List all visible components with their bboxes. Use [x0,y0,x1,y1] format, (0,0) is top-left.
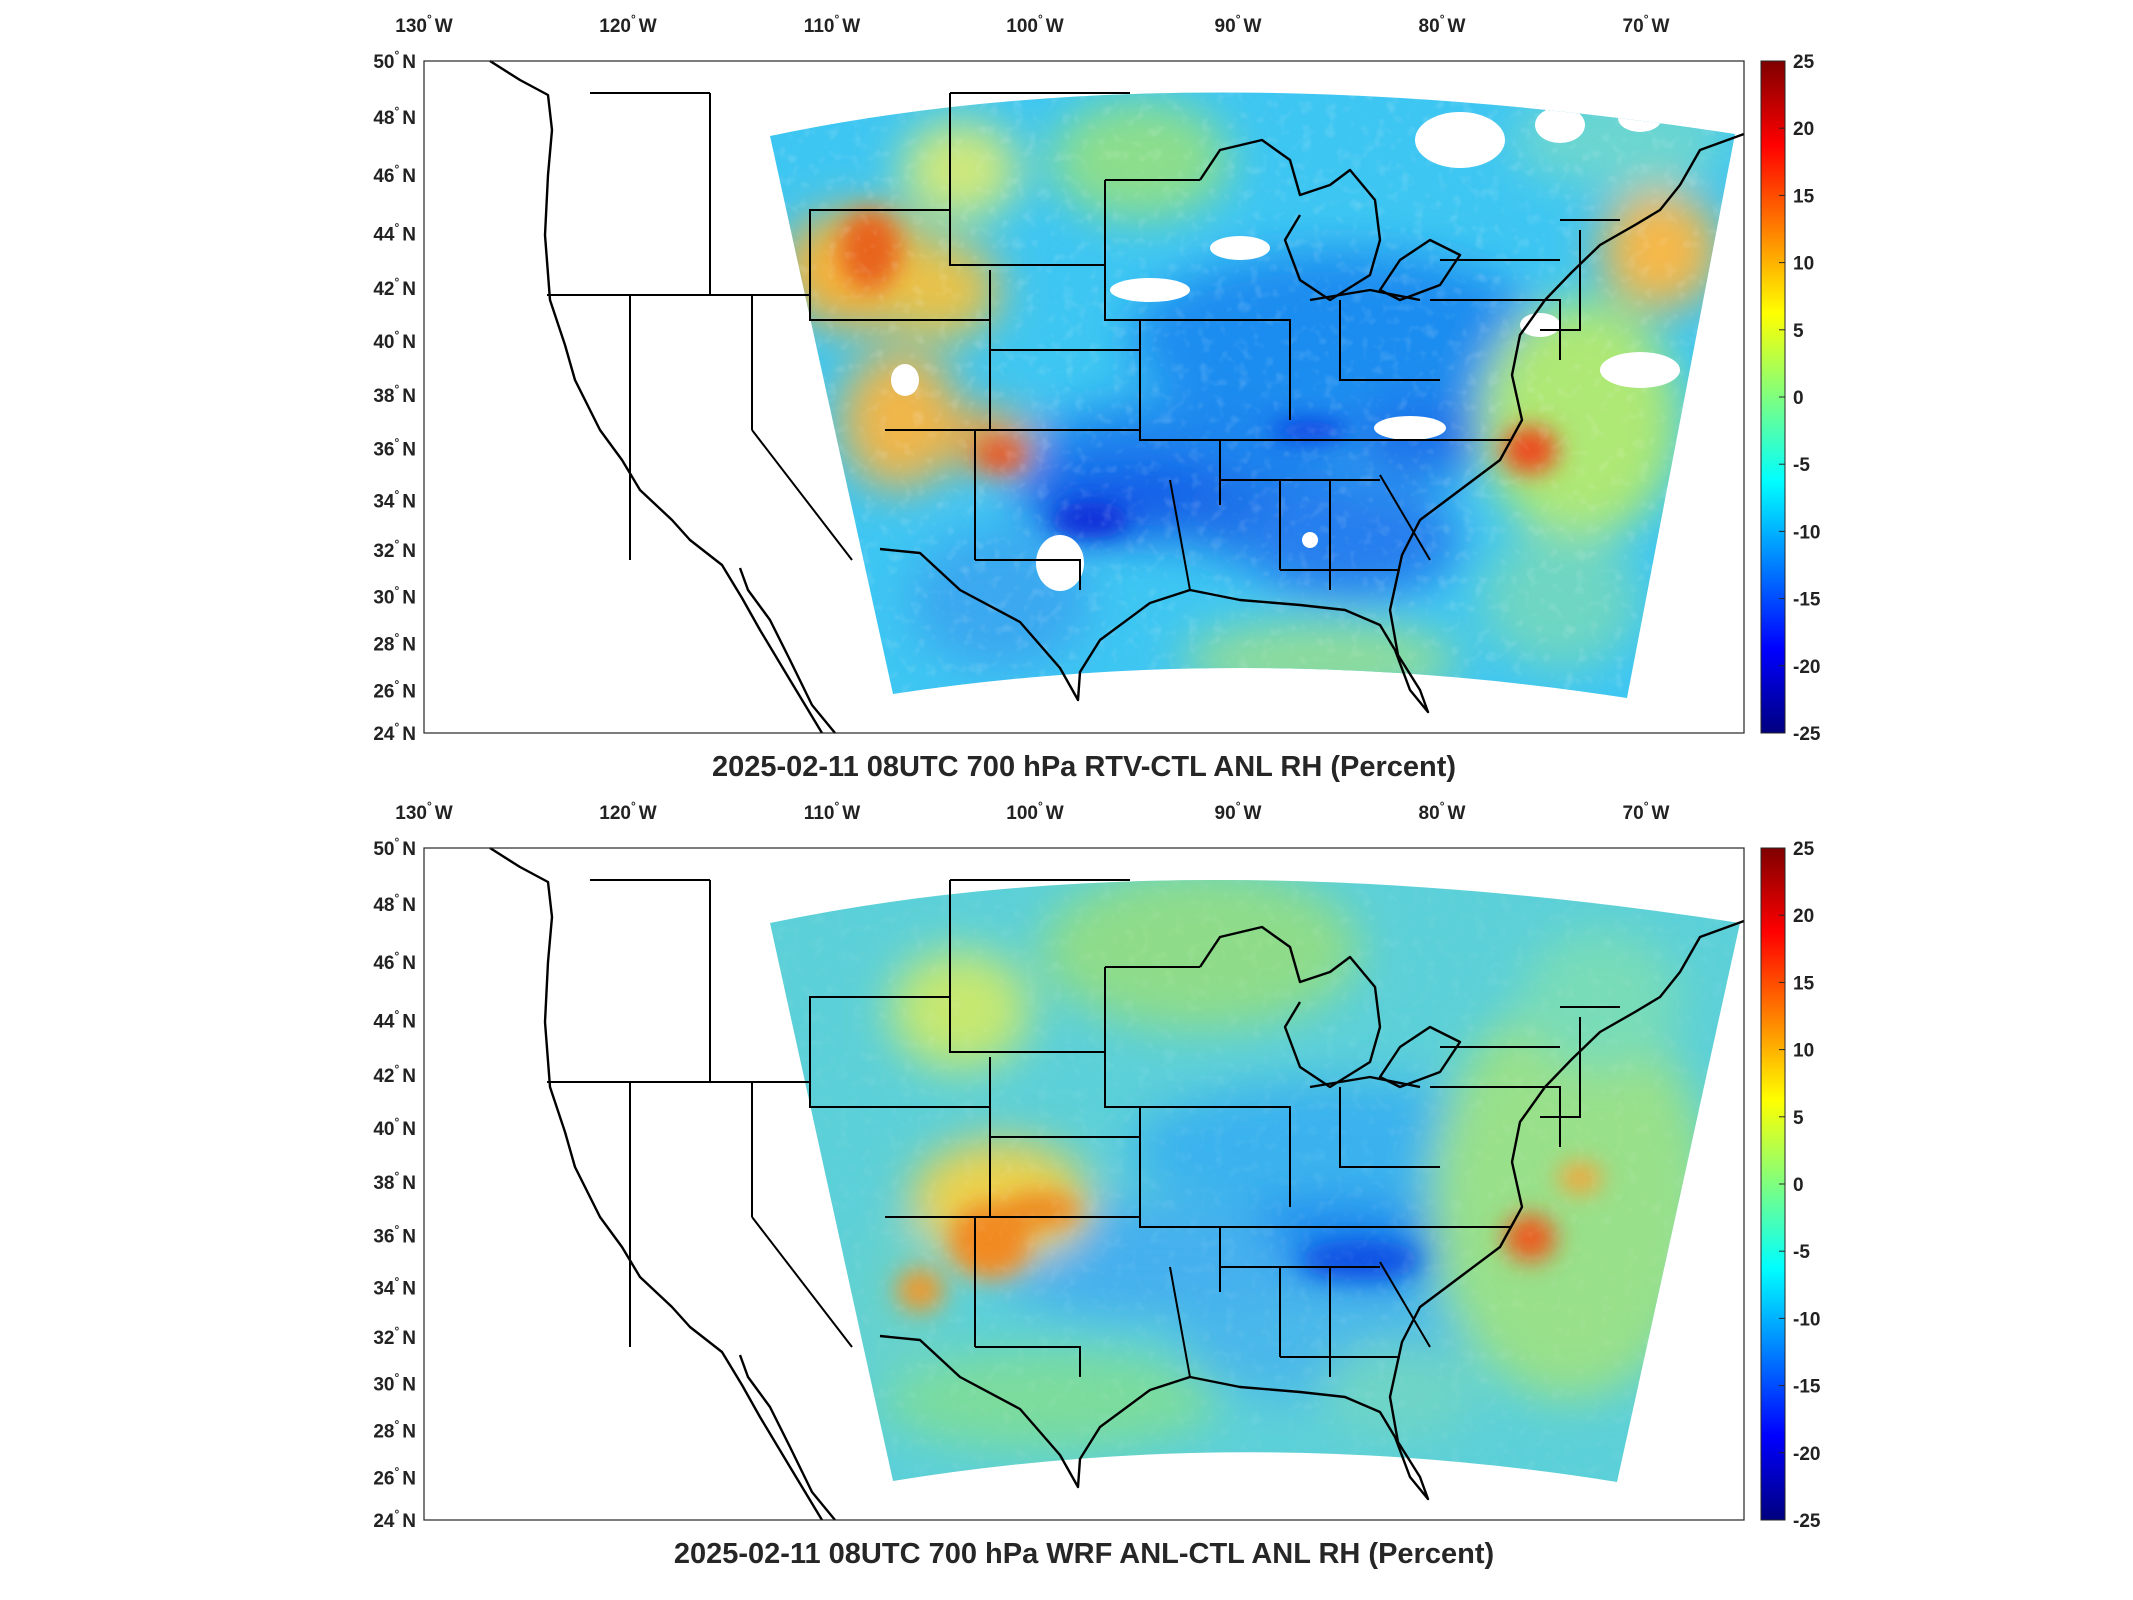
top-y-tick-label: 40° N [373,328,416,353]
top-colorbar: 25 20 15 10 5 0 -5 -10 -15 -20 -25 [1760,52,1821,745]
top-y-tick-label: 46° N [373,162,416,187]
top-y-tick-label: 42° N [373,275,416,300]
bottom-y-tick-label: 30° N [373,1371,416,1396]
bottom-map-outlines [489,846,1745,1521]
bottom-y-tick-label: 24° N [373,1507,416,1532]
bottom-colorbar-tick-label: -20 [1793,1444,1820,1465]
bottom-colorbar-tick-label: 0 [1793,1175,1804,1196]
bottom-x-ticks: 130° W 120° W 110° W 100° W 90° W 80° W 70° W [395,799,1669,824]
bottom-y-tick-label: 38° N [373,1169,416,1194]
bottom-colorbar-tick-label: -25 [1793,1511,1821,1532]
bottom-colorbar-tick-label: 15 [1793,973,1815,994]
bottom-y-tick-label: 50° N [373,835,416,860]
top-y-tick-label: 28° N [373,631,416,656]
top-y-tick-label: 24° N [373,720,416,745]
top-y-ticks: 24° N 26° N 28° N 30° N 32° N 34° N 36° N 38° N 40° N 42° N… [373,48,416,745]
top-colorbar-tick-label: 0 [1793,388,1804,409]
top-y-tick-label: 44° N [373,221,416,246]
bottom-y-tick-label: 44° N [373,1008,416,1033]
top-rh-field [770,92,1735,698]
top-y-tick-label: 50° N [373,48,416,73]
bottom-colorbar-tick-label: 10 [1793,1041,1814,1062]
top-y-tick-label: 30° N [373,584,416,609]
bottom-y-tick-label: 28° N [373,1418,416,1443]
bottom-colorbar-tick-label: 25 [1793,839,1815,860]
top-map-outlines [489,59,1745,734]
bottom-map [423,846,1745,1521]
top-y-tick-label: 36° N [373,436,416,461]
bottom-x-tick-label: 90° W [1215,799,1262,824]
bottom-y-tick-label: 46° N [373,949,416,974]
top-x-tick-label: 110° W [804,12,860,37]
bottom-rh-field [770,880,1740,1482]
top-x-ticks: 130° W 120° W 110° W 100° W 90° W 80° W 70° W [395,12,1669,37]
bottom-y-tick-label: 26° N [373,1465,416,1490]
bottom-y-tick-label: 42° N [373,1062,416,1087]
top-colorbar-tick-label: -10 [1793,522,1820,543]
top-y-tick-label: 32° N [373,537,416,562]
bottom-y-tick-label: 36° N [373,1223,416,1248]
bottom-y-tick-label: 48° N [373,891,416,916]
bottom-plot-title: 2025-02-11 08UTC 700 hPa WRF ANL-CTL ANL… [674,1538,1494,1570]
top-colorbar-tick-label: -15 [1793,590,1821,611]
top-plot-title: 2025-02-11 08UTC 700 hPa RTV-CTL ANL RH … [712,751,1456,783]
bottom-y-tick-label: 34° N [373,1274,416,1299]
top-y-tick-label: 26° N [373,678,416,703]
bottom-y-tick-label: 32° N [373,1324,416,1349]
top-colorbar-tick-label: -20 [1793,657,1820,678]
top-colorbar-tick-label: 20 [1793,119,1814,140]
bottom-colorbar-tick-label: -10 [1793,1309,1820,1330]
top-y-tick-label: 34° N [373,487,416,512]
top-colorbar-tick-label: 10 [1793,254,1814,275]
bottom-map-frame [423,847,1745,1521]
bottom-x-tick-label: 110° W [804,799,860,824]
top-colorbar-tick-label: 5 [1793,321,1804,342]
bottom-colorbar-tick-label: -5 [1793,1242,1810,1263]
bottom-colorbar-tick-label: -15 [1793,1377,1821,1398]
bottom-x-tick-label: 120° W [599,799,657,824]
bottom-colorbar: 25 20 15 10 5 0 -5 -10 -15 -20 -25 [1760,839,1821,1532]
bottom-x-tick-label: 100° W [1006,799,1064,824]
top-y-tick-label: 48° N [373,104,416,129]
top-x-tick-label: 90° W [1215,12,1262,37]
top-panel: 130° W 120° W 110° W 100° W 90° W 80° W 70° W 24° N 26°… [373,12,1821,783]
top-x-tick-label: 120° W [599,12,657,37]
top-colorbar-tick-label: -25 [1793,724,1821,745]
top-colorbar-tick-label: -5 [1793,455,1810,476]
bottom-y-tick-label: 40° N [373,1115,416,1140]
top-x-tick-label: 130° W [395,12,453,37]
top-x-tick-label: 100° W [1006,12,1064,37]
bottom-colorbar-tick-label: 20 [1793,906,1814,927]
top-map-frame [423,60,1745,734]
top-map [423,59,1745,734]
bottom-x-tick-label: 130° W [395,799,453,824]
bottom-x-tick-label: 70° W [1623,799,1670,824]
top-x-tick-label: 80° W [1419,12,1466,37]
bottom-panel: 130° W 120° W 110° W 100° W 90° W 80° W 70° W 24° N 26°… [373,799,1821,1570]
top-colorbar-tick-label: 25 [1793,52,1815,73]
bottom-colorbar-tick-label: 5 [1793,1108,1804,1129]
bottom-y-ticks: 24° N 26° N 28° N 30° N 32° N 34° N 36° N 38° N 40° N 42° N… [373,835,416,1532]
top-y-tick-label: 38° N [373,382,416,407]
top-x-tick-label: 70° W [1623,12,1670,37]
top-colorbar-tick-label: 15 [1793,186,1815,207]
bottom-x-tick-label: 80° W [1419,799,1466,824]
